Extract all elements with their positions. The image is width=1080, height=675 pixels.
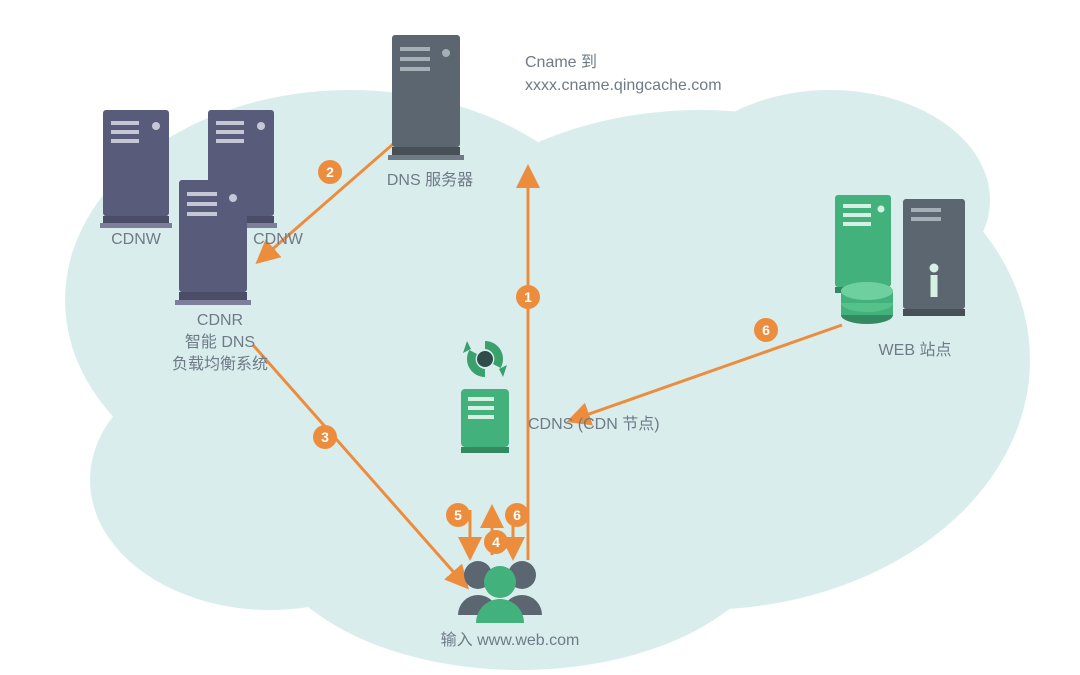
cname-line2: xxxx.cname.qingcache.com: [525, 75, 722, 97]
server-icon: [175, 180, 251, 305]
cdnr-label1: CDNR: [150, 310, 290, 332]
step-badge-6: 6: [505, 503, 529, 527]
dns-server-label: DNS 服务器: [370, 170, 490, 192]
diagram-stage: DNS 服务器 Cname 到 xxxx.cname.qingcache.com…: [0, 0, 1080, 675]
step-badge-2: 2: [318, 160, 342, 184]
users-icon: [450, 555, 550, 625]
web-label: WEB 站点: [855, 340, 975, 362]
cdnr-server: [175, 180, 251, 310]
dns-server-node: [388, 35, 464, 165]
web-icon: [835, 195, 985, 330]
users-label: 输入 www.web.com: [420, 630, 600, 652]
step-badge-6: 6: [754, 318, 778, 342]
cdns-node: [455, 335, 515, 460]
users-node: [450, 555, 550, 630]
server-icon: [388, 35, 464, 160]
cdns-icon: [455, 335, 515, 455]
step-badge-4: 4: [484, 530, 508, 554]
step-badge-5: 5: [446, 503, 470, 527]
cdnr-label3: 负载均衡系统: [150, 354, 290, 376]
step-badge-1: 1: [516, 285, 540, 309]
cdnw1-label: CDNW: [93, 229, 179, 251]
step-badge-3: 3: [313, 425, 337, 449]
cname-line1: Cname 到: [525, 52, 597, 74]
arrow-a3: [253, 345, 465, 585]
cdnr-label2: 智能 DNS: [150, 332, 290, 354]
server-icon: [100, 110, 172, 228]
web-site-node: [835, 195, 985, 335]
cdnw-server-1: [100, 110, 172, 233]
arrow-a-web: [572, 325, 842, 420]
cdns-label: CDNS (CDN 节点): [528, 414, 660, 436]
